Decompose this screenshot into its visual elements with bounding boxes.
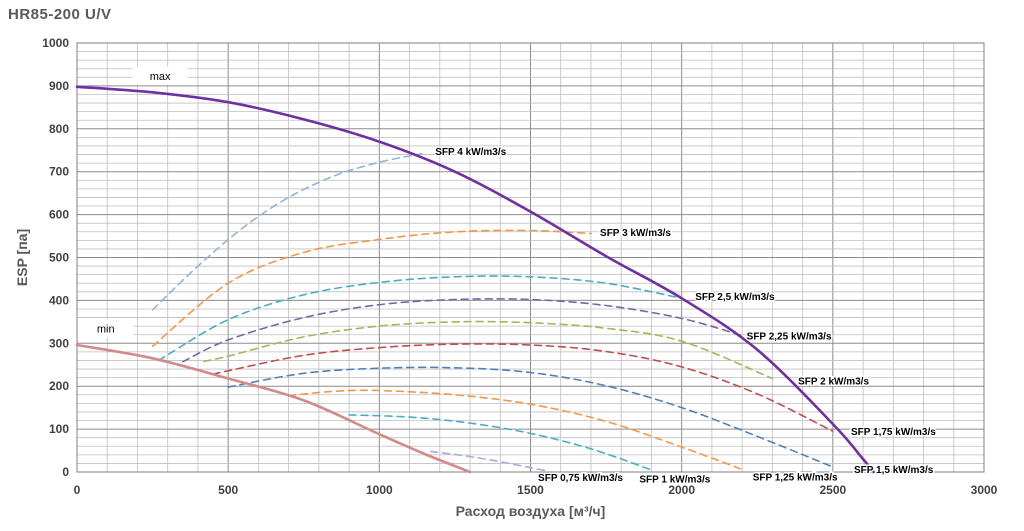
curve-label: SFP 4 kW/m3/s: [435, 147, 506, 158]
series-line-sfp-1-kw-m3-s: [348, 414, 653, 471]
y-tick-label: 1000: [42, 36, 69, 50]
series-line-sfp-2-5-kw-m3-s: [157, 275, 683, 362]
y-tick-label: 400: [49, 293, 69, 307]
curve-label: SFP 2,25 kW/m3/s: [747, 332, 832, 343]
grid: [76, 42, 985, 473]
y-axis-title: ESP [па]: [14, 229, 30, 286]
chart-title: HR85-200 U/V: [8, 6, 112, 23]
y-tick-label: 300: [49, 336, 69, 350]
series-line-min: [75, 343, 472, 474]
tick-labels: 0 500 1000 1500 2000 2500 3000 0 100 200 300 400 500…: [42, 36, 997, 497]
curve-label: SFP 0,75 kW/m3/s: [538, 473, 623, 484]
curve-label: SFP 1 kW/m3/s: [639, 474, 710, 485]
y-tick-label: 200: [49, 379, 69, 393]
curve-label: SFP 1,5 kW/m3/s: [854, 465, 934, 476]
y-tick-label: 700: [49, 165, 69, 179]
x-tick-label: 1500: [517, 483, 544, 497]
series-line-sfp-0-75-kw-m3-s: [429, 450, 550, 472]
y-tick-label: 500: [49, 251, 69, 265]
curve-label: SFP 1,25 kW/m3/s: [753, 472, 838, 483]
plot-area-border: [76, 42, 985, 473]
series-line-sfp-1-25-kw-m3-s: [287, 389, 743, 471]
series-line-sfp-3-kw-m3-s: [151, 229, 592, 348]
x-tick-label: 2500: [819, 483, 846, 497]
series-line-sfp-4-kw-m3-s: [151, 152, 423, 311]
y-tick-label: 600: [49, 208, 69, 222]
series-line-sfp-2-kw-m3-s: [203, 320, 774, 380]
curve-label-max: max: [150, 71, 171, 83]
series-line-sfp-1-75-kw-m3-s: [212, 343, 834, 432]
curve-labels: max min SFP 4 kW/m3/s SFP 3 kW/m3/s SFP 2,5 …: [97, 71, 938, 487]
y-tick-label: 800: [49, 122, 69, 136]
y-tick-label: 900: [49, 79, 69, 93]
curve-label: SFP 2,5 kW/m3/s: [695, 292, 775, 303]
series-line-max: [75, 85, 875, 474]
x-tick-label: 3000: [971, 483, 998, 497]
y-tick-label: 100: [49, 422, 69, 436]
curve-label: SFP 2 kW/m3/s: [798, 377, 869, 388]
curve-label: SFP 3 kW/m3/s: [600, 228, 671, 239]
x-tick-label: 0: [74, 483, 81, 497]
series-line-sfp-1-5-kw-m3-s: [227, 366, 834, 468]
series-line-sfp-2-25-kw-m3-s: [182, 298, 743, 363]
label-tags: [77, 67, 189, 338]
x-tick-label: 2000: [668, 483, 695, 497]
curve-label-min: min: [97, 323, 115, 335]
curve-label: SFP 1,75 kW/m3/s: [851, 427, 936, 438]
x-tick-label: 1000: [366, 483, 393, 497]
y-tick-label: 0: [62, 465, 69, 479]
x-tick-label: 500: [218, 483, 238, 497]
series-layer: [75, 85, 875, 474]
x-axis-title: Расход воздуха [м³/ч]: [456, 503, 606, 519]
tag-box-max: [132, 67, 189, 86]
tag-box-min: [77, 319, 134, 338]
